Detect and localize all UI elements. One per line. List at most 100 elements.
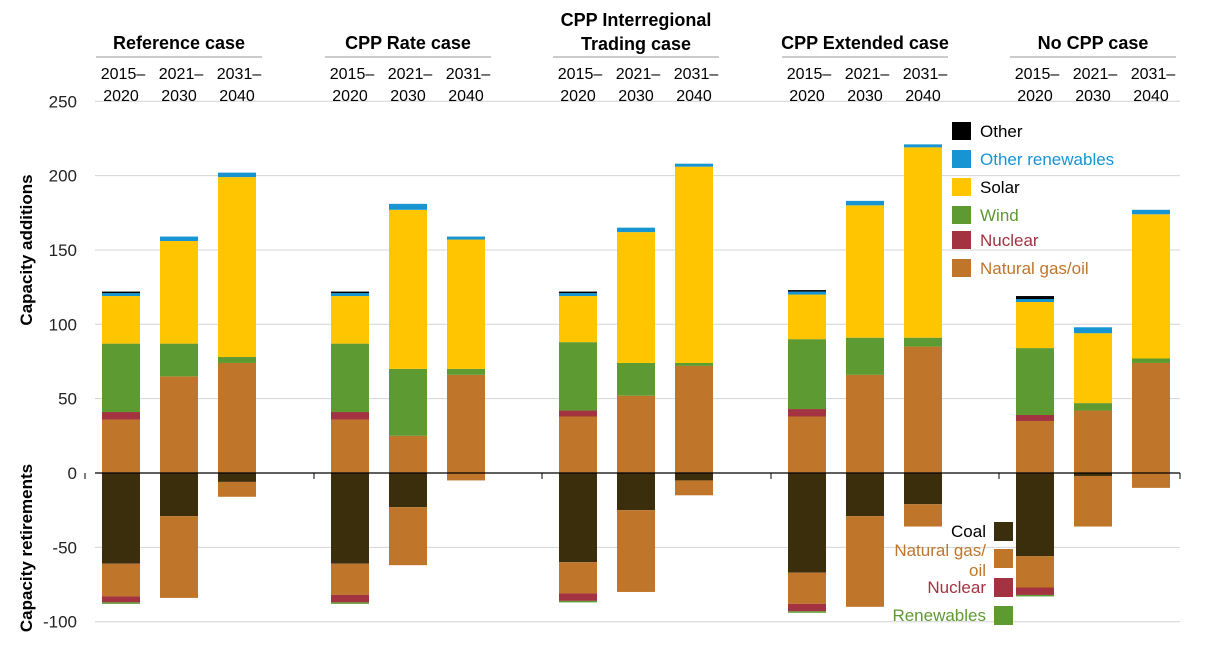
legend-swatch-retired-coal [994, 522, 1013, 541]
bar-segment-nuclear [102, 412, 140, 420]
legend-label-wind: Wind [980, 206, 1019, 225]
period-label-end: 2020 [789, 88, 825, 105]
period-label-end: 2040 [448, 88, 484, 105]
bar-segment-retired-nuclear [559, 593, 597, 601]
bar-segment-solar [1016, 301, 1054, 349]
bar-segment-natural-gas-oil [904, 346, 942, 473]
period-label-start: 2031– [446, 66, 491, 83]
bar-segment-natural-gas-oil [160, 376, 198, 473]
period-label-start: 2031– [674, 66, 719, 83]
period-label-end: 2020 [560, 88, 596, 105]
bar-segment-wind [447, 368, 485, 375]
bar-segment-retired-nuclear [1016, 587, 1054, 595]
bar-segment-retired-nuclear [788, 603, 826, 612]
bar-segment-retired-renewables [788, 611, 826, 613]
bar-segment-wind [1016, 348, 1054, 416]
legend-swatch-natural-gas-oil [952, 259, 971, 277]
bar-segment-retired-natural-gas-oil [904, 504, 942, 527]
bar-segment-nuclear [331, 412, 369, 420]
bar-segment-retired-coal [1074, 473, 1112, 476]
bar-segment-wind [559, 342, 597, 411]
bar-segment-retired-coal [389, 473, 427, 508]
bar-segment-solar [559, 296, 597, 343]
bar-segment-solar [389, 209, 427, 369]
period-label-start: 2031– [1131, 66, 1176, 83]
bar-segment-wind [160, 343, 198, 377]
period-label-start: 2021– [159, 66, 204, 83]
bar-segment-natural-gas-oil [617, 395, 655, 473]
period-label-end: 2030 [847, 88, 883, 105]
legend-swatch-retired-natural-gas-oil [994, 549, 1013, 568]
period-label-start: 2015– [1015, 66, 1060, 83]
period-label-start: 2015– [558, 66, 603, 83]
bar-segment-natural-gas-oil [788, 416, 826, 473]
bar-segment-other-renewables [904, 144, 942, 148]
period-label-end: 2020 [1017, 88, 1053, 105]
bar-segment-natural-gas-oil [1074, 410, 1112, 473]
bar-segment-solar [447, 239, 485, 369]
legend-swatch-solar [952, 178, 971, 196]
bar-segment-retired-renewables [1016, 594, 1054, 597]
bar-segment-other-renewables [331, 293, 369, 297]
period-label-end: 2040 [219, 88, 255, 105]
bar-segment-natural-gas-oil [102, 419, 140, 473]
bar-segment-retired-natural-gas-oil [1074, 475, 1112, 527]
bar-segment-wind [617, 362, 655, 396]
bar-segment-solar [331, 296, 369, 344]
bar-segment-retired-natural-gas-oil [331, 563, 369, 595]
bar-segment-retired-natural-gas-oil [788, 572, 826, 604]
bar-segment-retired-renewables [331, 602, 369, 604]
period-label-start: 2021– [616, 66, 661, 83]
case-title: Trading case [581, 34, 691, 54]
y-tick-label: 150 [49, 241, 77, 260]
bar-segment-wind [675, 362, 713, 366]
period-label-end: 2030 [390, 88, 426, 105]
bar-segment-other-renewables [1074, 327, 1112, 334]
bar-segment-other-renewables [1132, 209, 1170, 215]
bar-segment-nuclear [559, 410, 597, 417]
bar-segment-retired-coal [331, 473, 369, 564]
y-axis-label-additions: Capacity additions [17, 174, 36, 325]
legend-swatch-wind [952, 206, 971, 224]
bar-segment-other [102, 291, 140, 294]
y-axis-label-retirements: Capacity retirements [17, 464, 36, 632]
case-title: CPP Rate case [345, 33, 471, 53]
bar-segment-wind [1132, 358, 1170, 363]
bar-segment-solar [617, 232, 655, 363]
bar-segment-wind [218, 357, 256, 363]
period-label-end: 2020 [103, 88, 139, 105]
bar-segment-other-renewables [218, 172, 256, 178]
bar-segment-nuclear [788, 409, 826, 417]
bar-segment-retired-natural-gas-oil [675, 480, 713, 496]
bar-segment-other-renewables [160, 236, 198, 242]
bar-segment-natural-gas-oil [447, 374, 485, 473]
legend-label-solar: Solar [980, 178, 1020, 197]
bar-segment-solar [904, 147, 942, 338]
bar-segment-retired-coal [788, 473, 826, 573]
period-label-end: 2030 [1075, 88, 1111, 105]
bar-segment-retired-natural-gas-oil [1132, 473, 1170, 488]
bar-segment-retired-nuclear [102, 596, 140, 603]
bar-segment-other-renewables [102, 293, 140, 297]
legend-label-retired-nuclear: Nuclear [927, 578, 986, 597]
bar-segment-solar [102, 296, 140, 344]
case-title: CPP Extended case [781, 33, 949, 53]
legend-swatch-other [952, 122, 971, 140]
period-label-start: 2021– [1073, 66, 1118, 83]
bar-segment-solar [1132, 214, 1170, 359]
bar-segment-natural-gas-oil [675, 365, 713, 473]
bar-segment-other-renewables [846, 200, 884, 206]
bar-segment-solar [218, 177, 256, 358]
bar-segment-solar [788, 294, 826, 340]
y-tick-label: -50 [52, 538, 77, 557]
bar-segment-natural-gas-oil [218, 362, 256, 473]
case-headers: Reference case 2015– 2020 2021– 2030 2031– 204… [96, 10, 1176, 105]
bar-segment-retired-coal [846, 473, 884, 517]
legend-label-retired-coal: Coal [951, 522, 986, 541]
zero-axis [84, 472, 1181, 479]
y-tick-label: -100 [43, 613, 77, 632]
legend-swatch-nuclear [952, 231, 971, 249]
bar-segment-retired-natural-gas-oil [389, 507, 427, 566]
bar-segment-retired-natural-gas-oil [102, 563, 140, 597]
